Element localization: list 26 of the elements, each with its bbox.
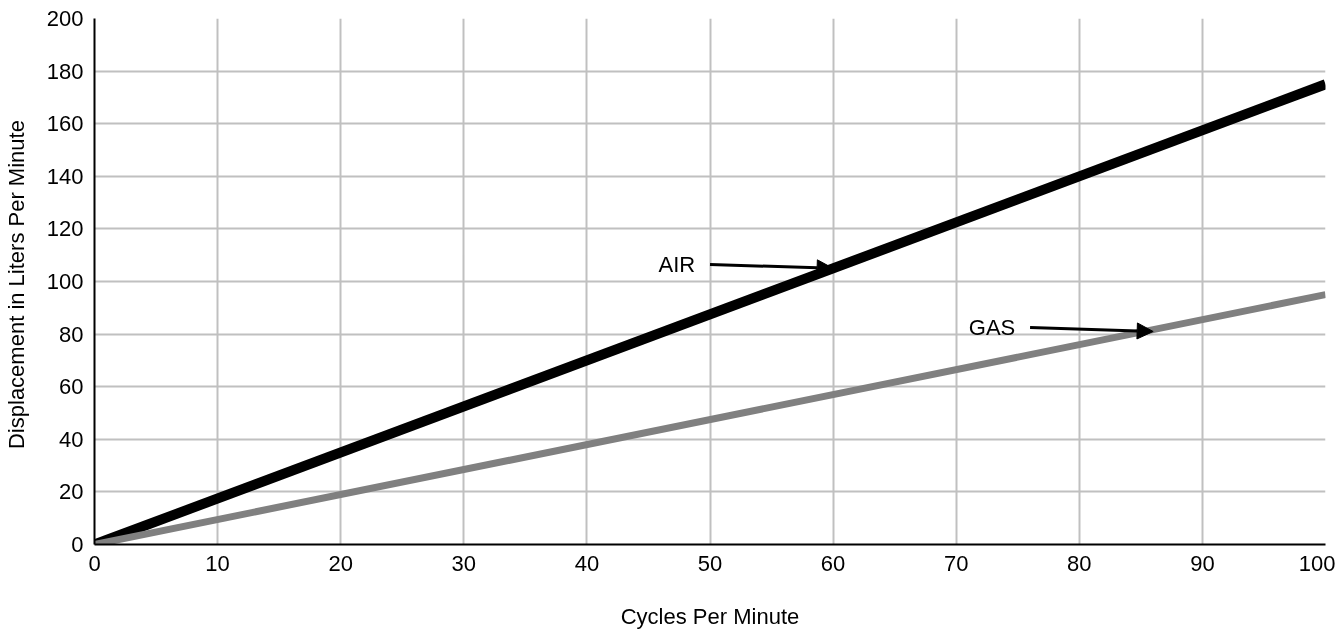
- x-tick-label: 50: [697, 550, 723, 576]
- x-axis-title: Cycles Per Minute: [620, 603, 800, 629]
- annotation: GAS: [968, 315, 1016, 341]
- annotation: AIR: [658, 251, 696, 277]
- x-tick-label: 90: [1190, 550, 1215, 576]
- y-tick-label: 60: [59, 374, 84, 400]
- y-tick-label: 120: [46, 216, 84, 242]
- y-tick-label: 20: [59, 479, 84, 505]
- y-tick-label: 0: [71, 532, 84, 557]
- y-tick-label: 40: [59, 426, 84, 452]
- x-tick-label: 0: [88, 550, 101, 576]
- x-tick-label: 20: [328, 550, 353, 576]
- x-tick-label: 70: [943, 550, 969, 576]
- x-tick-label: 60: [820, 550, 846, 576]
- y-tick-label: 80: [59, 321, 84, 347]
- y-tick-label: 180: [46, 58, 84, 84]
- y-tick-label: 100: [46, 269, 84, 294]
- x-tick-label: 80: [1067, 550, 1092, 576]
- y-axis-title: Displacement in Liters Per Minute: [3, 120, 29, 450]
- y-tick-label: 140: [46, 163, 84, 189]
- y-tick-label: 160: [46, 111, 84, 137]
- y-tick-label: 200: [46, 6, 84, 31]
- x-tick-label: 40: [574, 550, 600, 576]
- x-tick-label: 10: [205, 550, 230, 576]
- x-tick-label: 100: [1298, 550, 1335, 576]
- x-tick-label: 30: [451, 550, 477, 576]
